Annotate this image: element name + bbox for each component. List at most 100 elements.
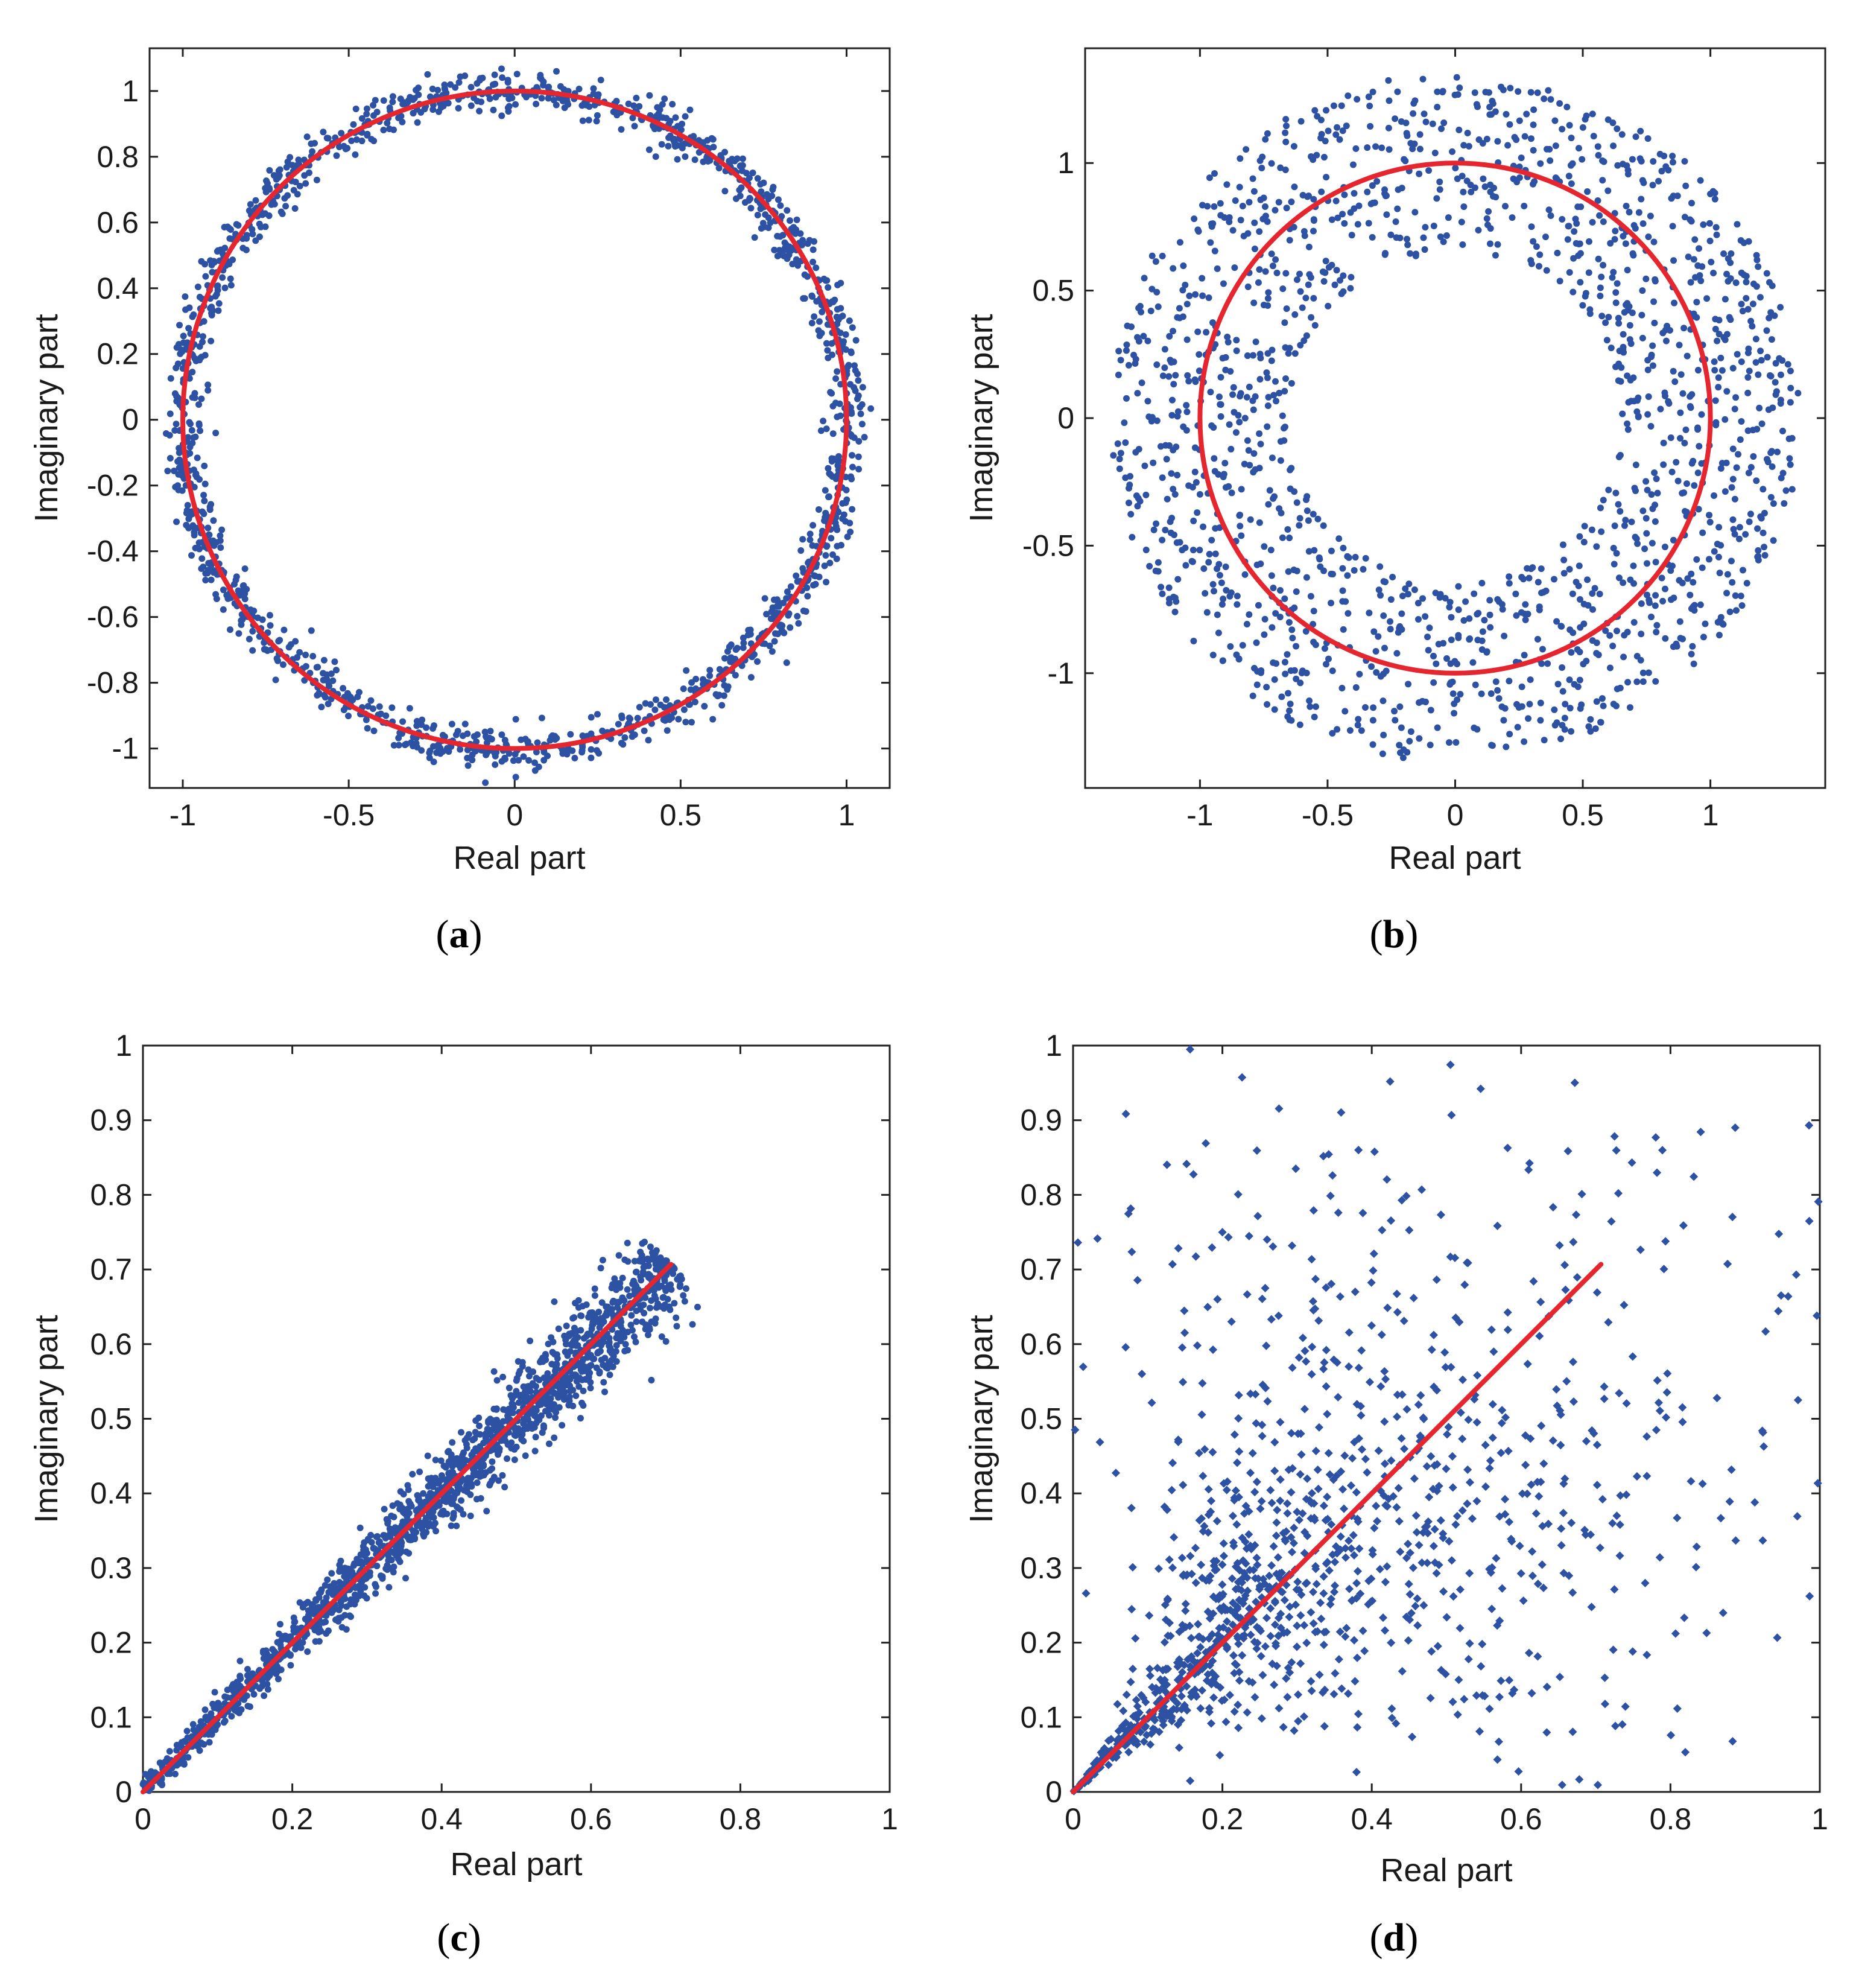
scatter-point [1334,124,1341,131]
scatter-point [1233,347,1240,354]
scatter-point [1329,729,1336,737]
scatter-point [205,1713,212,1721]
scatter-point [1210,424,1217,431]
scatter-point [665,134,673,141]
scatter-point [1518,683,1525,690]
reference-line [141,1262,674,1794]
scatter-point [399,1518,407,1525]
scatter-point [1278,693,1285,700]
scatter-point [1711,492,1718,499]
scatter-point [1726,608,1734,615]
scatter-point [1731,530,1738,538]
scatter-point [389,93,396,100]
scatter-point [1567,162,1574,169]
scatter-point [1392,115,1399,122]
scatter-point [496,1445,503,1452]
scatter-point [1530,147,1537,154]
scatter-point [211,1689,218,1696]
scatter-point [198,555,206,562]
scatter-point [1259,215,1267,223]
panel-a: -1 -0.5 0 0.5 1-1-0.8-0.6-0.4-0.200.20.40.60… [28,47,891,956]
scatter-point [1677,434,1684,442]
scatter-point [1699,564,1706,571]
scatter-point [1211,455,1218,462]
x-tick-label: 0.8 [1650,1802,1692,1836]
scatter-point [1320,154,1328,161]
scatter-point [1296,270,1303,278]
scatter-point [493,1427,500,1434]
scatter-point [739,155,746,162]
scatter-point [808,292,816,299]
scatter-point [578,1312,585,1320]
scatter-point [1589,637,1596,644]
scatter-point [1577,705,1584,712]
scatter-point [488,735,495,743]
scatter-point [638,1252,645,1259]
scatter-point [1227,643,1234,650]
scatter-point [489,1477,496,1484]
scatter-point [515,1399,522,1406]
scatter-point [177,350,184,357]
scatter-point [804,273,811,280]
scatter-point [1446,599,1454,606]
scatter-point [721,655,728,662]
scatter-point [1690,660,1697,667]
scatter-point [200,492,207,499]
scatter-point [1660,461,1667,468]
scatter-point [1658,574,1665,582]
scatter-point [1455,583,1462,590]
scatter-point [1380,731,1387,738]
scatter-point [1306,703,1314,710]
scatter-point [1176,239,1183,246]
scatter-point [1626,209,1633,216]
scatter-point [303,133,311,141]
scatter-point [1720,250,1728,258]
y-tick-label: -1 [1048,656,1074,690]
scatter-point [1737,436,1744,443]
scatter-point [688,719,695,726]
x-tick-label: 0 [1447,798,1464,832]
scatter-point [1285,350,1292,357]
scatter-point [1716,570,1723,577]
scatter-point [315,1590,323,1597]
scatter-point [413,1507,420,1514]
y-tick-label: 0.2 [1020,1626,1062,1660]
scatter-point [1122,474,1129,481]
scatter-point [1312,703,1319,710]
scatter-point [1370,704,1377,711]
y-tick-label: 0.9 [90,1104,132,1137]
scatter-point [1489,98,1496,105]
scatter-point [1752,359,1759,366]
scatter-point [1743,580,1750,587]
scatter-point [1487,690,1495,697]
scatter-point [1619,410,1626,418]
y-tick-label: 0.4 [90,1476,132,1510]
scatter-point [846,317,853,325]
scatter-point [502,1406,510,1414]
scatter-point [1192,378,1199,386]
scatter-point [505,103,513,110]
scatter-point [1468,188,1475,195]
scatter-point [1588,526,1595,533]
scatter-point [291,205,299,212]
scatter-point [591,1292,598,1299]
scatter-point [1744,389,1752,396]
scatter-point [285,644,293,651]
scatter-point [1422,698,1429,705]
scatter-point [1614,162,1621,169]
scatter-point [806,536,814,544]
scatter-point [1501,632,1508,640]
scatter-point [1451,710,1458,717]
scatter-point [606,1371,613,1379]
y-tick-label: 1 [122,74,139,108]
scatter-point [803,584,811,591]
scatter-point [677,1281,684,1288]
scatter-point [532,1434,539,1441]
scatter-point [1249,692,1256,699]
scatter-point [230,580,238,588]
scatter-point [1649,362,1656,369]
scatter-point [1448,637,1455,644]
scatter-point [827,471,834,478]
scatter-point [217,537,224,544]
scatter-point [281,195,288,202]
